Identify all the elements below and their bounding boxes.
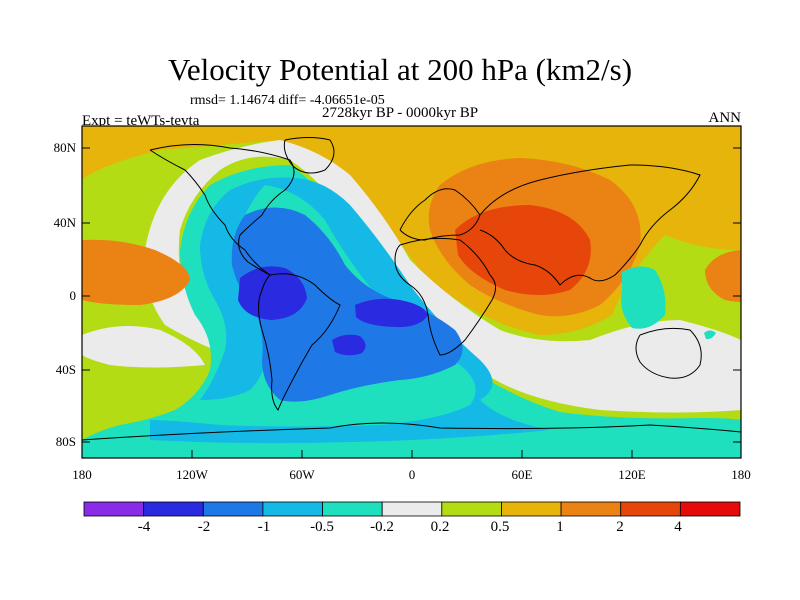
lon-label-120w: 120W: [176, 467, 208, 482]
colorbar-swatch: [501, 501, 562, 517]
stats-line: rmsd= 1.14674 diff= -4.06651e-05: [190, 93, 385, 108]
colorbar-label: 2: [616, 519, 624, 535]
lon-label-0: 0: [408, 467, 416, 482]
colorbar-label: 1: [556, 519, 564, 535]
colorbar-swatch: [202, 501, 264, 517]
colorbar-swatch: [83, 501, 145, 517]
lon-label-120e: 120E: [618, 467, 646, 482]
colorbar-swatch: [143, 501, 204, 517]
field-core-amazon: [238, 266, 307, 320]
colorbar-label: 0.5: [490, 519, 510, 535]
coast-antarctica: [82, 422, 741, 441]
field-grey-sw: [82, 326, 205, 368]
season-label: ANN: [708, 110, 742, 126]
field-blue: [231, 207, 463, 402]
experiment-label: Expt = teWTs-tevta: [82, 113, 200, 129]
colorbar-swatch: [560, 501, 622, 517]
colorbar-label: -0.2: [370, 519, 394, 535]
coast-north-america: [149, 143, 295, 276]
colorbar-swatch: [620, 501, 681, 517]
colorbar-label: 4: [674, 519, 682, 535]
lat-label-80n: 80N: [53, 140, 76, 155]
coast-greenland: [283, 137, 335, 174]
contour-fields: [82, 126, 741, 458]
lon-label-180e: 180: [731, 467, 751, 482]
colorbar: [83, 501, 741, 517]
lon-label-180w: 180: [72, 467, 92, 482]
field-core-atlantic: [355, 298, 428, 328]
field-cyan: [150, 177, 550, 444]
colorbar-label: -4: [137, 519, 151, 535]
colorbar-swatch: [262, 501, 323, 517]
colorbar-swatch: [441, 501, 502, 517]
colorbar-label: 0.2: [430, 519, 450, 535]
coastlines: [82, 137, 741, 441]
colorbar-label: -2: [197, 519, 211, 535]
field-orange-pacific: [82, 239, 190, 305]
lat-label-80s: 80S: [55, 434, 76, 449]
field-grey-band: [144, 140, 741, 413]
colorbar-swatch: [322, 501, 383, 517]
field-core-sa-south: [332, 334, 366, 356]
lat-label-40n: 40N: [53, 215, 76, 230]
field-teal-indonesia: [621, 266, 666, 329]
field-teal-pacific: [704, 330, 716, 340]
coast-asia: [479, 164, 701, 286]
coast-africa: [394, 237, 496, 356]
lat-label-40s: 40S: [55, 362, 76, 377]
lat-label-0: 0: [69, 288, 77, 303]
field-np-amber: [82, 126, 280, 165]
colorbar-label: -0.5: [310, 519, 334, 535]
colorbar-swatch: [679, 501, 741, 517]
map-title: Velocity Potential at 200 hPa (km2/s): [167, 52, 633, 87]
coast-south-america: [258, 273, 341, 411]
lon-label-60w: 60W: [289, 467, 315, 482]
period-subtitle: 2728kyr BP - 0000kyr BP: [322, 105, 479, 121]
coast-australia: [635, 327, 702, 379]
lon-label-60e: 60E: [511, 467, 533, 482]
axis-ticks: [81, 147, 742, 458]
field-orange-dateline: [705, 250, 741, 302]
colorbar-swatch: [381, 501, 443, 517]
colorbar-label: -1: [257, 519, 271, 535]
